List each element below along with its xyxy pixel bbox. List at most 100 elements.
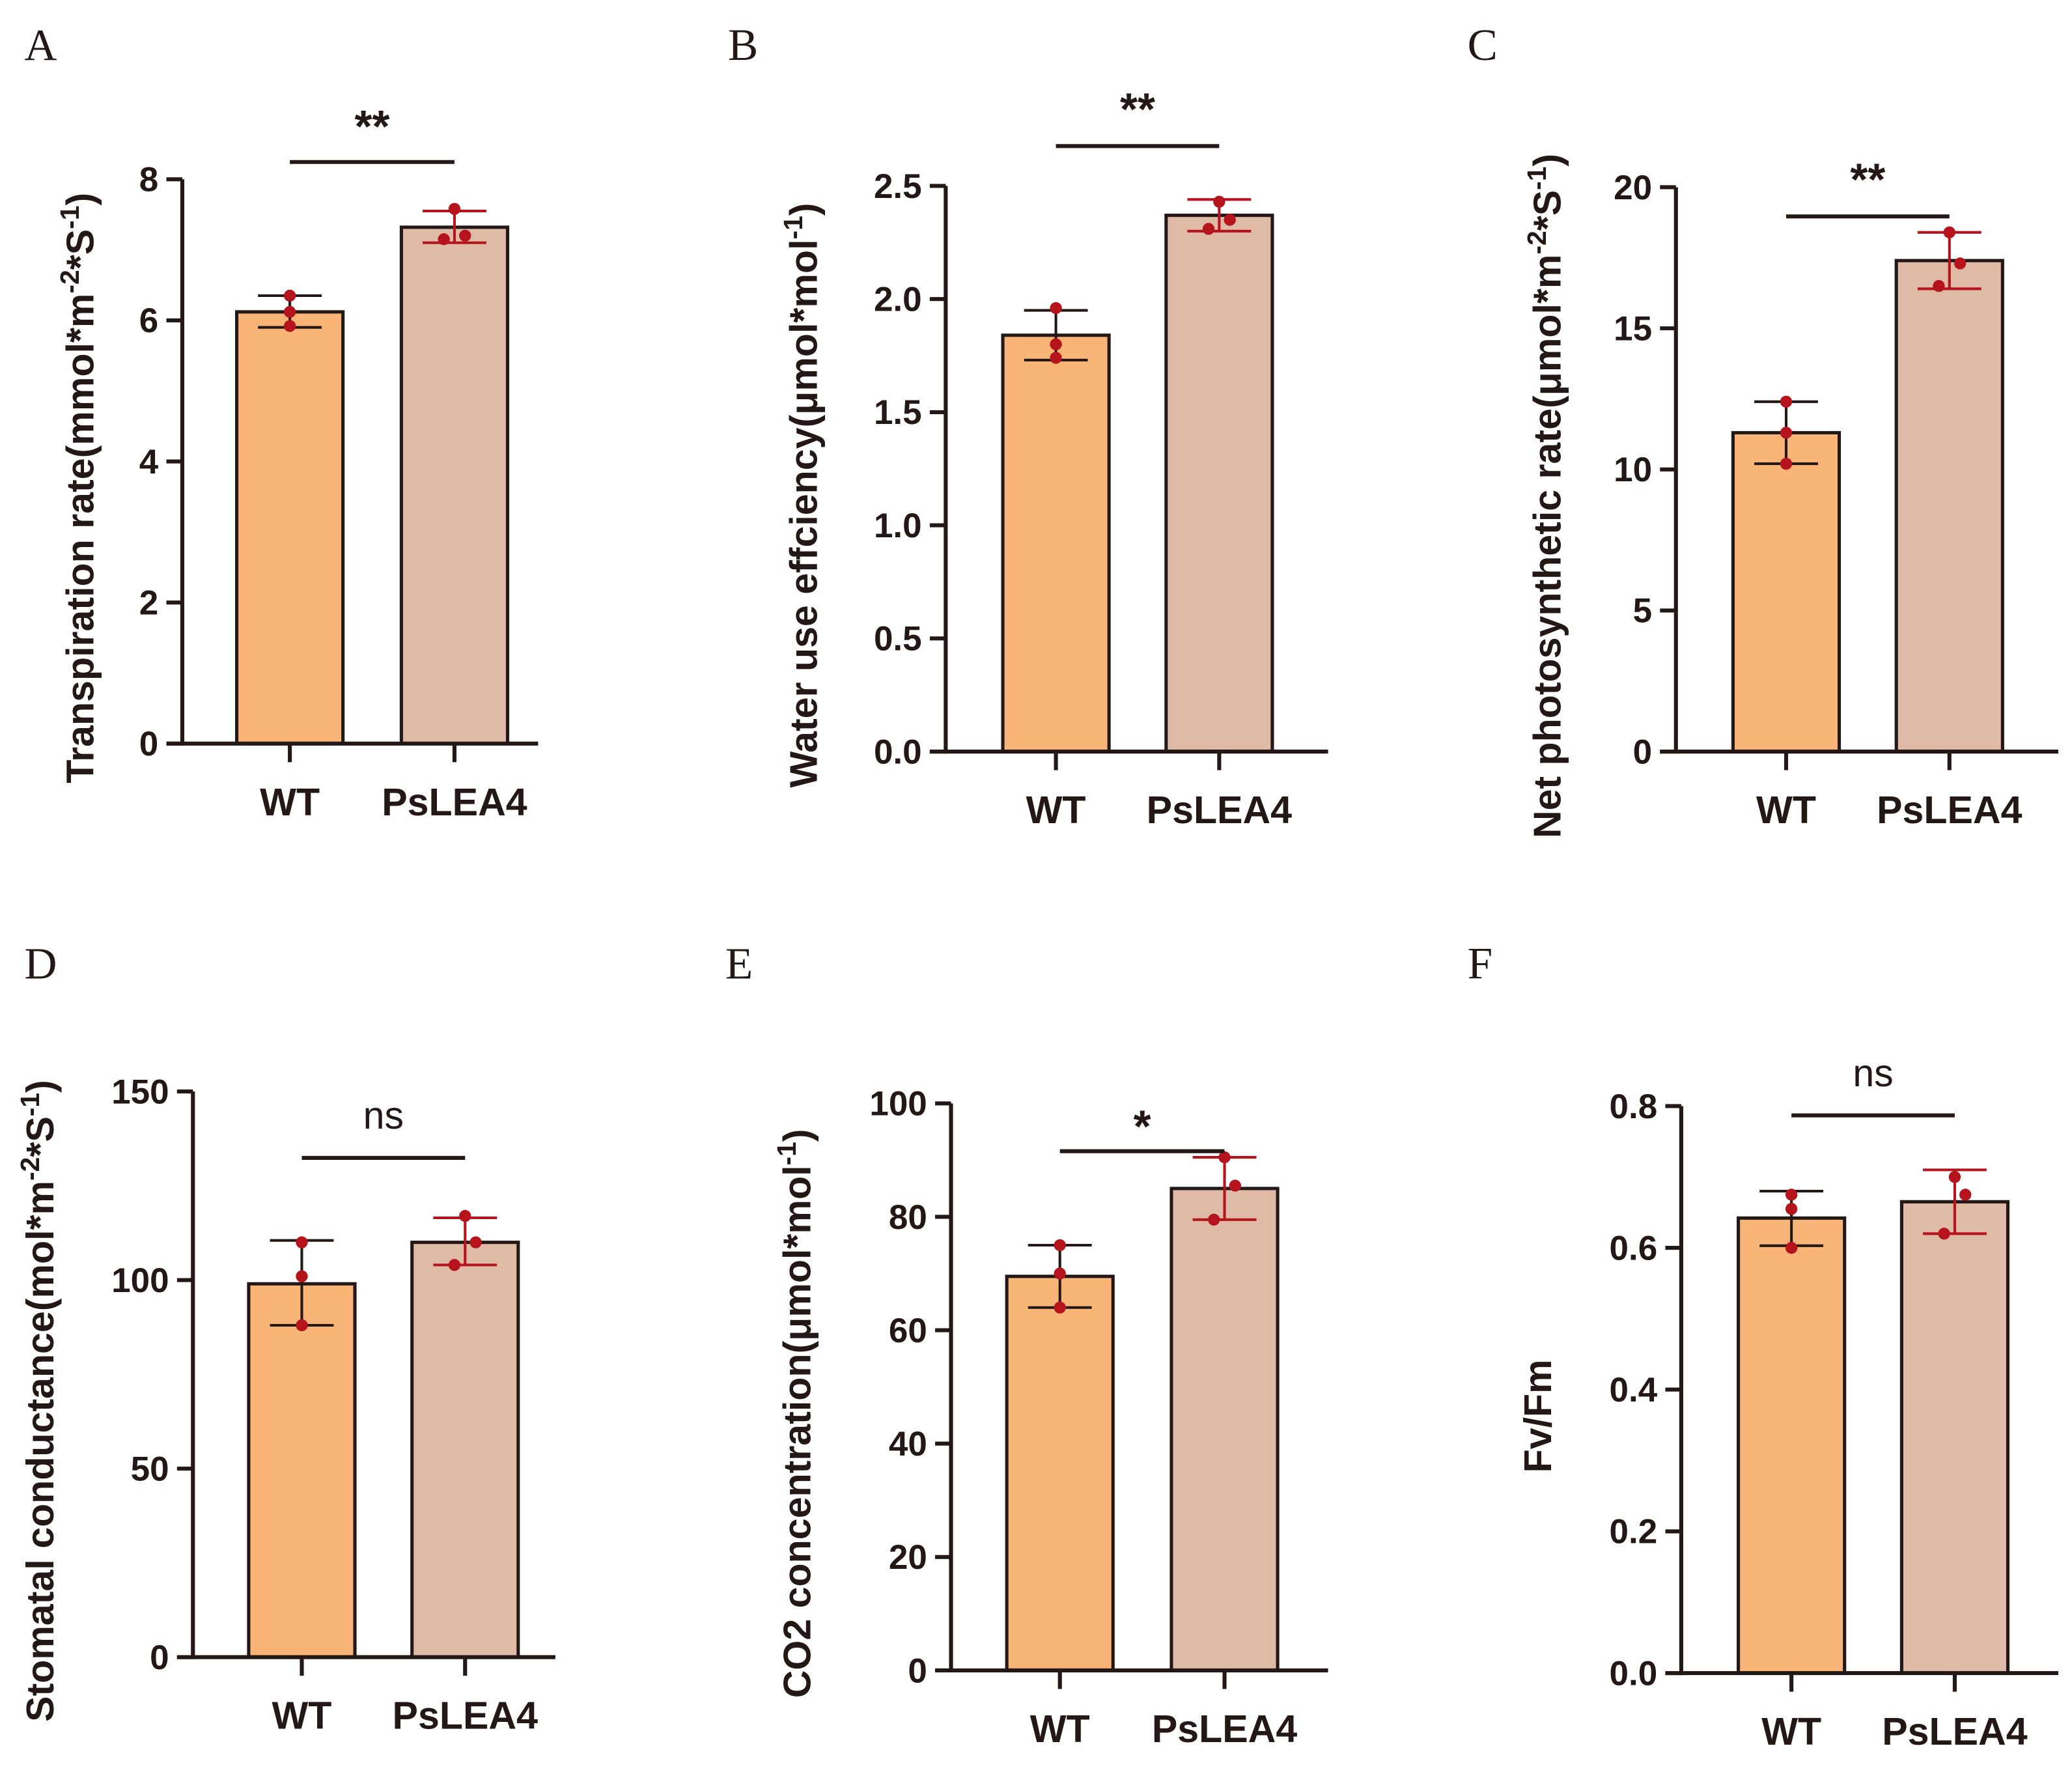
y-axis-label-superscript: -1 [15,1093,45,1116]
data-point [1224,214,1236,226]
y-tick-label: 2.0 [874,281,922,319]
y-tick-label: 20 [1614,169,1652,207]
data-point [1933,279,1945,292]
data-point [283,320,296,332]
y-tick-label: 4 [139,443,159,481]
y-axis-label-superscript: -1 [772,1142,802,1165]
panel-f: F 0.0 0.2 0.4 0.6 0.8 WT PsLEA4 ns Fv/Fm [1468,938,2058,1753]
data-point [1208,1213,1220,1226]
x-tick-label: PsLEA4 [1152,1707,1298,1751]
y-tick-label: 0 [1633,733,1652,771]
data-point [1938,1228,1950,1240]
data-point [1054,1239,1066,1252]
data-point [1054,1301,1066,1314]
data-point [1229,1179,1242,1192]
x-tick-label: PsLEA4 [1882,1710,2028,1753]
y-axis-label-mid: *S [1525,190,1569,231]
significance-label: ns [363,1093,404,1137]
y-tick-label: 6 [139,302,158,340]
y-tick-label: 100 [111,1261,169,1300]
y-tick-label: 0.5 [874,620,922,658]
data-point [438,233,450,246]
y-axis-label: Water use effciency(μmol*mol-1) [778,203,825,788]
y-axis-label: Fv/Fm [1516,1359,1560,1472]
panel-label: B [728,20,758,70]
y-tick-label: 1.0 [874,507,922,545]
y-tick-label: 2 [139,584,158,623]
data-point [1948,1171,1961,1183]
significance-label: * [1134,1101,1151,1151]
bar-pslea4 [1894,259,2004,753]
x-tick-label: WT [272,1694,332,1738]
y-tick-label: 0.4 [1610,1371,1658,1409]
data-point [296,1319,308,1332]
panel-label: E [725,938,753,989]
x-tick-label: PsLEA4 [393,1694,539,1738]
bar-wt [247,1282,357,1659]
bar-wt [235,310,345,746]
y-axis-label-end: ) [18,1080,62,1093]
x-tick-label: PsLEA4 [382,780,527,824]
y-tick-label: 10 [1614,451,1652,489]
bar-pslea4 [1169,1187,1280,1672]
data-point [283,305,296,318]
bar-pslea4 [410,1241,520,1659]
y-tick-label: 0.0 [874,733,922,771]
panel-b: B 0.0 0.5 1.0 1.5 2.0 2.5 WT PsLEA4 ** Water use e… [728,20,1328,832]
data-point [1213,195,1225,208]
y-axis-label: Transpiration rate(mmol*m-2*S-1) [55,193,102,783]
significance-label: ** [1850,154,1885,205]
bar-pslea4 [1164,214,1274,753]
y-tick-label: 100 [869,1085,927,1123]
y-tick-label: 40 [889,1425,927,1463]
panel-label: C [1468,20,1498,70]
y-axis-label-main: Stomatal conductance(mol*m [18,1181,62,1722]
data-point [1959,1189,1972,1201]
y-tick-label: 0.2 [1610,1513,1658,1551]
bar-wt [1005,1274,1115,1672]
y-tick-label: 60 [889,1312,927,1350]
y-axis-label-superscript: -1 [55,206,85,229]
bar-wt [1737,1216,1847,1675]
data-point [296,1236,308,1248]
y-tick-label: 0 [150,1639,169,1677]
y-tick-label: 2.5 [874,167,922,206]
data-point [1780,427,1793,439]
data-point [1780,395,1793,408]
y-tick-label: 1.5 [874,393,922,432]
y-tick-label: 80 [889,1198,927,1237]
data-point [448,203,461,215]
y-axis-label-main: Water use effciency(μmol*mol [782,239,826,787]
panel-label: A [24,20,57,70]
y-axis-label-superscript: -2 [1522,231,1552,254]
panel-label: D [24,938,57,989]
data-point [1780,457,1793,470]
y-tick-label: 15 [1614,309,1652,348]
x-tick-label: WT [1761,1710,1821,1753]
y-tick-label: 20 [889,1538,927,1577]
data-point [283,289,296,302]
y-tick-label: 0.6 [1610,1229,1658,1267]
data-point [1953,257,1967,270]
x-tick-label: PsLEA4 [1877,788,2023,832]
y-axis-label-main: CO2 concentration(μmol*mol [775,1165,819,1698]
y-tick-label: 150 [111,1073,169,1111]
data-point [1943,226,1955,238]
y-axis-label-superscript: -1 [1522,167,1552,190]
data-point [1050,338,1062,350]
x-tick-label: WT [1756,788,1816,832]
x-tick-label: WT [1030,1707,1090,1751]
data-point [459,1209,471,1222]
panel-e: E 0 20 40 60 80 100 WT PsLEA4 * CO2 concentration(… [725,938,1328,1751]
y-axis-label-mid: *S [18,1116,62,1157]
data-point [1785,1241,1798,1254]
y-axis-label-superscript: -1 [778,216,808,239]
panel-d: D 0 50 100 150 WT PsLEA4 ns Stomatal conductance… [15,938,555,1738]
y-tick-label: 8 [139,161,158,199]
y-axis-label-main: Fv/Fm [1516,1359,1560,1472]
data-point [469,1236,482,1248]
y-tick-label: 0 [908,1652,927,1690]
y-axis-label: CO2 concentration(μmol*mol-1) [772,1129,819,1698]
y-axis-label-main: Transpiration rate(mmol*m [58,294,102,783]
